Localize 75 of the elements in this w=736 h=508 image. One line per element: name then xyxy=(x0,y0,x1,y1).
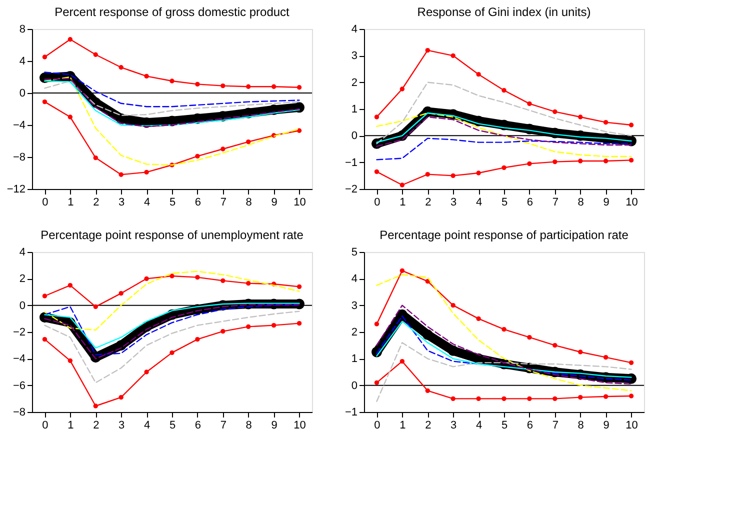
y-tick-label: 3 xyxy=(351,50,358,62)
chart-title: Percentage point response of participation rate xyxy=(380,228,629,242)
y-tick-label: 4 xyxy=(19,246,26,258)
x-tick-label: 10 xyxy=(294,196,306,208)
x-tick-label: 1 xyxy=(400,420,406,432)
x-tick-label: 1 xyxy=(400,196,406,208)
x-tick-label: 9 xyxy=(603,196,610,208)
x-tick-label: 9 xyxy=(271,196,278,208)
y-tick-label: −1 xyxy=(344,406,358,418)
x-tick-label: 7 xyxy=(552,420,558,432)
x-tick-label: 6 xyxy=(194,420,202,432)
y-tick-label: 3 xyxy=(351,300,358,312)
x-tick-label: 5 xyxy=(169,196,176,208)
x-tick-label: 6 xyxy=(194,196,202,208)
x-tick-label: 9 xyxy=(603,420,610,432)
x-tick-label: 5 xyxy=(501,420,508,432)
x-tick-label: 8 xyxy=(246,420,252,432)
x-tick-label: 0 xyxy=(374,420,380,432)
y-tick-label: 2 xyxy=(19,273,26,286)
x-tick-label: 2 xyxy=(425,196,432,208)
y-tick-label: 1 xyxy=(351,104,358,116)
y-tick-label: 0 xyxy=(351,130,358,142)
x-tick-label: 7 xyxy=(220,196,226,208)
x-tick-label: 4 xyxy=(476,420,482,432)
y-tick-label: −12 xyxy=(6,184,26,196)
x-tick-label: 3 xyxy=(450,196,457,208)
chart-title: Percent response of gross domestic product xyxy=(54,5,290,19)
y-tick-label: −4 xyxy=(12,120,26,132)
x-tick-label: 10 xyxy=(626,420,638,432)
x-tick-label: 4 xyxy=(144,420,150,432)
x-tick-label: 0 xyxy=(42,196,48,208)
y-tick-label: −8 xyxy=(12,152,26,164)
y-tick-label: −4 xyxy=(12,353,26,366)
x-tick-label: 8 xyxy=(246,196,252,208)
y-tick-label: 2 xyxy=(351,76,358,89)
chart-title: Percentage point response of unemployment rate xyxy=(40,228,304,242)
x-tick-label: 3 xyxy=(450,420,457,432)
x-tick-label: 7 xyxy=(220,420,226,432)
x-tick-label: 5 xyxy=(501,196,508,208)
y-tick-label: 4 xyxy=(351,24,358,36)
x-tick-label: 2 xyxy=(93,420,100,432)
x-tick-label: 7 xyxy=(552,196,558,208)
x-tick-label: 3 xyxy=(118,196,125,208)
x-tick-label: 0 xyxy=(374,196,380,208)
y-tick-label: 2 xyxy=(351,326,358,338)
y-tick-label: 0 xyxy=(19,88,26,100)
x-tick-label: 4 xyxy=(144,196,150,208)
x-tick-label: 4 xyxy=(476,196,482,208)
x-tick-label: 6 xyxy=(526,196,534,208)
y-tick-label: 4 xyxy=(19,56,26,68)
y-tick-label: 1 xyxy=(351,353,358,366)
x-tick-label: 2 xyxy=(93,196,100,208)
y-tick-label: −8 xyxy=(12,406,26,418)
x-tick-label: 8 xyxy=(578,196,584,208)
y-tick-label: 0 xyxy=(19,300,26,312)
x-tick-label: 3 xyxy=(118,420,125,432)
y-tick-label: −2 xyxy=(344,184,358,196)
x-tick-label: 10 xyxy=(626,196,638,208)
x-tick-label: 2 xyxy=(425,420,432,432)
x-tick-label: 6 xyxy=(526,420,534,432)
y-tick-label: −2 xyxy=(12,326,26,338)
x-tick-label: 1 xyxy=(68,420,74,432)
x-tick-label: 9 xyxy=(271,420,278,432)
x-tick-label: 10 xyxy=(294,420,306,432)
y-tick-label: 8 xyxy=(19,24,26,36)
x-tick-label: 5 xyxy=(169,420,176,432)
y-tick-label: −1 xyxy=(344,156,358,169)
y-tick-label: 0 xyxy=(351,380,358,392)
chart-title: Response of Gini index (in units) xyxy=(417,5,591,19)
y-tick-label: 5 xyxy=(351,246,358,258)
y-tick-label: −6 xyxy=(12,380,26,392)
x-tick-label: 0 xyxy=(42,420,48,432)
x-tick-label: 1 xyxy=(68,196,74,208)
y-tick-label: 4 xyxy=(351,273,358,286)
x-tick-label: 8 xyxy=(578,420,584,432)
